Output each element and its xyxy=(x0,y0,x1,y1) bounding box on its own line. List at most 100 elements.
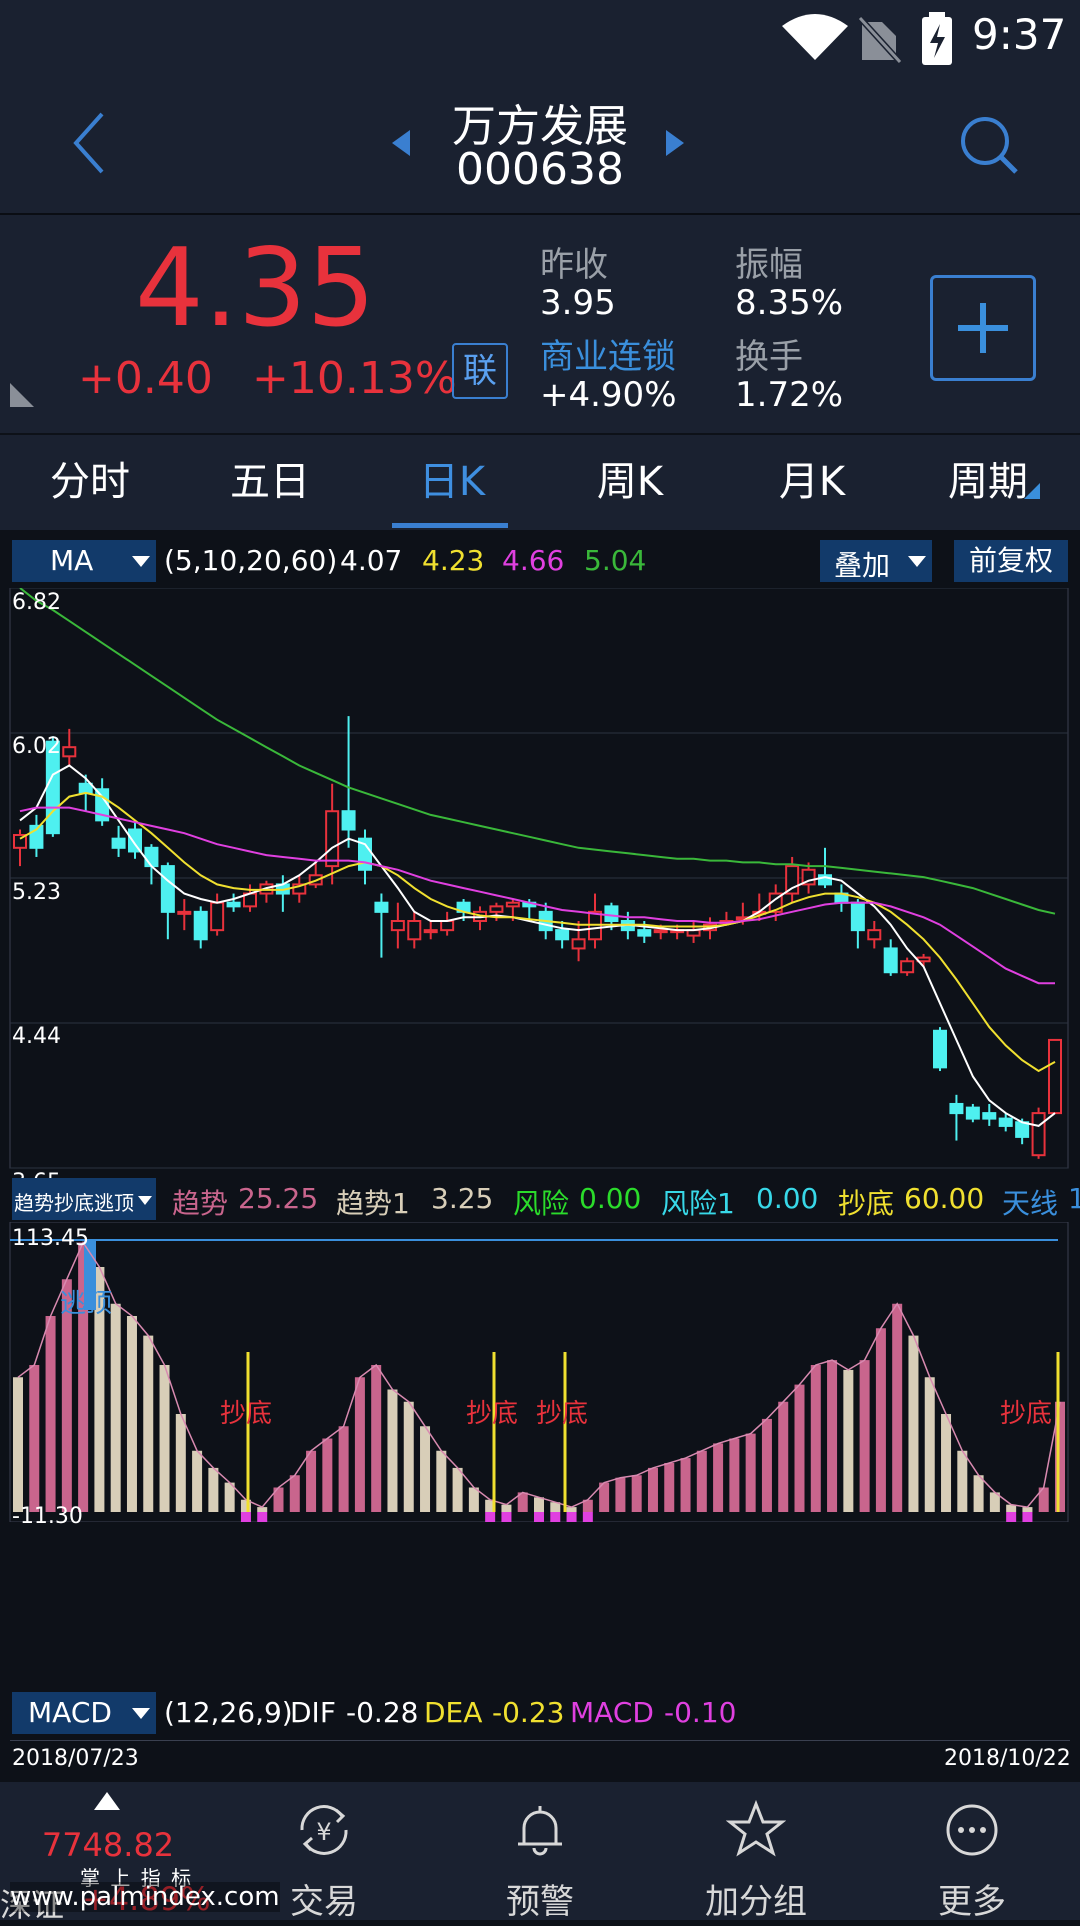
tab-weekly-k[interactable]: 周K xyxy=(596,459,664,505)
index-name: 深证 xyxy=(0,1886,65,1924)
macd-params: (12,26,9) xyxy=(164,1696,293,1729)
risk-bar xyxy=(582,1512,593,1522)
yuan-exchange-icon: ¥ xyxy=(300,1805,348,1855)
candle-body xyxy=(78,782,93,794)
ma-params: (5,10,20,60) xyxy=(164,544,338,577)
corner-triangle-icon xyxy=(10,383,34,407)
risk-bar xyxy=(1006,1512,1017,1522)
candle-body xyxy=(505,901,520,908)
indicator-item-label: 风险 xyxy=(513,1187,570,1220)
more-icon xyxy=(946,1804,998,1856)
trend-bar xyxy=(208,1467,219,1512)
risk-bar xyxy=(534,1512,544,1522)
trend-bar xyxy=(371,1365,382,1512)
nav-trade[interactable]: ¥ 交易 xyxy=(216,1782,432,1922)
back-icon[interactable] xyxy=(70,110,110,176)
indicator-selector-label: 趋势抄底逃顶 xyxy=(14,1191,134,1215)
macd-selector-label: MACD xyxy=(28,1696,112,1729)
stock-name: 万方发展 xyxy=(452,101,628,152)
dif-value: -0.28 xyxy=(346,1696,419,1729)
ma-selector-label: MA xyxy=(50,544,94,577)
nav-more[interactable]: 更多 xyxy=(864,1782,1080,1922)
trend-bar xyxy=(452,1467,463,1512)
dea-label: DEA xyxy=(424,1696,483,1729)
bottom-signal-label: 抄底 xyxy=(1000,1399,1052,1429)
tab-five-day[interactable]: 五日 xyxy=(230,459,310,505)
candle-body xyxy=(292,883,307,895)
trend-bar xyxy=(957,1450,968,1512)
star-icon xyxy=(726,1800,786,1857)
ma20-value: 4.66 xyxy=(502,544,565,577)
candlestick-chart[interactable] xyxy=(0,588,1080,1300)
indicator-item-label: 趋势1 xyxy=(336,1187,410,1220)
search-icon[interactable] xyxy=(958,114,1020,176)
turnover-value: 1.72% xyxy=(735,375,844,415)
candle-body xyxy=(965,1106,980,1120)
overlay-selector[interactable]: 叠加 xyxy=(820,540,932,582)
indicator-item-value: 0.00 xyxy=(756,1182,819,1215)
price-axis-label-1: 6.82 xyxy=(12,590,61,615)
candle-body xyxy=(571,938,586,950)
chevron-down-icon xyxy=(132,556,150,567)
link-badge[interactable]: 联 xyxy=(452,343,508,399)
trend-bar xyxy=(61,1279,72,1512)
nav-more-label: 更多 xyxy=(938,1882,1006,1922)
adjust-button[interactable]: 前复权 xyxy=(954,540,1068,582)
trend-bar xyxy=(338,1426,349,1512)
trend-bar xyxy=(192,1450,203,1512)
nav-add-group[interactable]: 加分组 xyxy=(648,1782,864,1922)
tab-monthly-k[interactable]: 月K xyxy=(778,459,846,505)
nav-alert-label: 预警 xyxy=(506,1882,574,1922)
trend-bar xyxy=(224,1482,235,1512)
up-arrow-icon xyxy=(94,1792,120,1810)
trend-bar xyxy=(143,1335,154,1512)
indicator-item-label: 抄底 xyxy=(838,1187,895,1220)
index-ticker[interactable]: 7748.82 深证 +4.89% xyxy=(0,1782,216,1924)
trend-bar xyxy=(924,1377,935,1512)
index-change: +4.89% xyxy=(82,1880,211,1918)
indicator-selector[interactable]: 趋势抄底逃顶 xyxy=(12,1178,156,1220)
trend-bar xyxy=(1022,1507,1033,1512)
nav-alert[interactable]: 预警 xyxy=(432,1782,648,1922)
ma-selector[interactable]: MA xyxy=(12,540,156,582)
candle-body xyxy=(1015,1121,1030,1138)
tab-period[interactable]: 周期 xyxy=(948,459,1028,505)
add-watchlist-button[interactable] xyxy=(930,275,1036,381)
macd-value: -0.10 xyxy=(664,1696,737,1729)
prev-stock-icon[interactable] xyxy=(390,128,412,158)
dea-value: -0.23 xyxy=(492,1696,565,1729)
trend-bar xyxy=(631,1475,642,1512)
risk-bar xyxy=(550,1512,561,1522)
candle-body xyxy=(949,1102,964,1115)
trend-bar xyxy=(159,1365,170,1512)
indicator-item-value: 60.00 xyxy=(904,1182,985,1215)
candle-body xyxy=(1031,1112,1046,1157)
period-dropdown-icon xyxy=(1024,483,1040,499)
trend-bar xyxy=(306,1450,317,1512)
price-axis-label-2: 6.02 xyxy=(12,734,61,759)
trend-bar xyxy=(647,1467,658,1512)
tab-intraday[interactable]: 分时 xyxy=(50,459,130,505)
trend-bar xyxy=(1055,1401,1065,1512)
next-stock-icon[interactable] xyxy=(664,128,686,158)
trend-bar xyxy=(908,1335,919,1512)
indicator-item-label: 天线 xyxy=(1002,1187,1059,1220)
price-change: +0.40 xyxy=(78,353,213,404)
trend-bar xyxy=(387,1389,398,1512)
stock-header: 万方发展 000638 xyxy=(0,78,1080,215)
trend-bar xyxy=(696,1450,707,1512)
trend-bar xyxy=(794,1384,805,1512)
candle-body xyxy=(998,1117,1013,1127)
prev-close-label: 昨收 xyxy=(540,245,608,285)
tab-daily-k[interactable]: 日K xyxy=(418,459,486,505)
macd-selector[interactable]: MACD xyxy=(12,1692,156,1734)
dif-label: DIF xyxy=(290,1696,336,1729)
sector-link[interactable]: 商业连锁 xyxy=(540,337,676,377)
trend-bar xyxy=(126,1316,137,1512)
nav-add-group-label: 加分组 xyxy=(705,1882,807,1922)
top-signal-label: 逃顶 xyxy=(60,1289,112,1319)
trend-bar xyxy=(354,1377,365,1512)
candle-body xyxy=(210,901,225,932)
indicator-item-value: 108 xyxy=(1068,1182,1080,1215)
